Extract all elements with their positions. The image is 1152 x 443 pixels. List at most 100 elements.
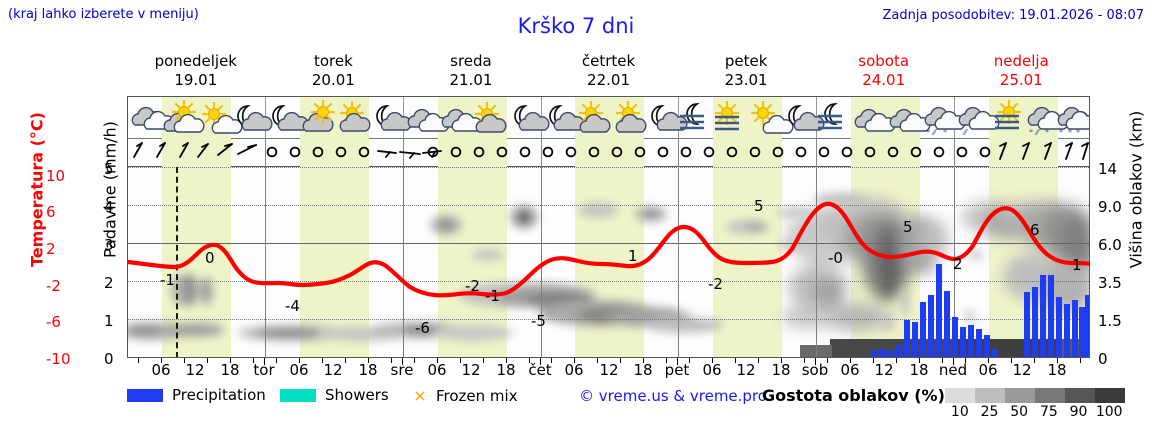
precipitation-axis-title: Padavine (mm/h)	[100, 121, 120, 258]
legend-precipitation: Precipitation	[127, 386, 266, 404]
legend-label: Precipitation	[172, 386, 266, 404]
density-swatch-10	[945, 388, 975, 403]
legend-label: Showers	[325, 386, 389, 404]
density-swatch-100	[1095, 388, 1125, 403]
density-value: 75	[1039, 404, 1058, 420]
day-separator	[678, 167, 679, 357]
current-time-marker	[176, 167, 178, 357]
forecast-plot: * ⁄⁄ * ⁄⁄ * ⁄⁄ * * * *	[127, 96, 1090, 358]
gridline	[128, 281, 1089, 283]
cloud-tick-1: 9.0	[1098, 198, 1122, 216]
day-header-1: torek 20.01	[265, 52, 403, 92]
x-label: sre	[390, 361, 414, 379]
svg-text:*: *	[943, 128, 947, 137]
weather-icon-moon-cloudy	[651, 105, 688, 131]
x-label: 06	[427, 361, 447, 379]
wind-barb-row	[128, 139, 1089, 167]
weather-icon-cloudy-snow: * ⁄⁄ *	[1027, 106, 1069, 137]
temp-point-label: -6	[415, 319, 430, 337]
cloud-tick-5: 0	[1098, 350, 1108, 368]
x-label: ned	[938, 361, 968, 379]
temperature-axis-title: Temperatura (°C)	[27, 112, 47, 267]
weather-icon-moon-cloudy	[788, 105, 825, 131]
day-name: sobota	[858, 52, 910, 70]
x-label: 12	[1012, 361, 1032, 379]
day-date: 24.01	[862, 71, 906, 89]
temp-tick-3: -2	[46, 277, 61, 295]
wind-barbs-svg	[133, 139, 1089, 167]
prec-tick-2: 3	[104, 236, 114, 254]
temp-point-label: -5	[531, 312, 546, 330]
day-separator	[954, 167, 955, 357]
location-menu-note: (kraj lahko izberete v meniju)	[8, 7, 199, 22]
temp-point-label: -1	[485, 287, 500, 305]
precipitation-bars	[872, 264, 1089, 357]
cloud-density-layer	[128, 193, 1089, 357]
prec-tick-4: 1	[104, 312, 114, 330]
x-label: 06	[289, 361, 309, 379]
svg-text:⁄⁄: ⁄⁄	[1034, 128, 1040, 137]
gridline	[128, 319, 1089, 321]
density-value: 100	[1095, 404, 1123, 420]
x-label: 06	[702, 361, 722, 379]
density-swatch-90	[1065, 388, 1095, 403]
legend-showers: Showers	[280, 386, 389, 404]
x-label: 06	[564, 361, 584, 379]
x-label: 12	[599, 361, 619, 379]
temperature-curve	[128, 201, 1089, 298]
gridline	[128, 167, 1089, 169]
weather-icon-row: * ⁄⁄ * ⁄⁄ * ⁄⁄ * * * *	[128, 97, 1089, 139]
x-label: 06	[840, 361, 860, 379]
day-name: četrtek	[581, 52, 636, 70]
x-label: 12	[461, 361, 481, 379]
temp-tick-1: 6	[46, 203, 56, 221]
svg-text:*: *	[1068, 128, 1072, 137]
density-swatch-75	[1035, 388, 1065, 403]
density-value: 50	[1010, 404, 1029, 420]
x-label: 18	[496, 361, 516, 379]
temp-point-label: -4	[285, 297, 300, 315]
day-name: ponedeljek	[154, 52, 237, 70]
x-label: 12	[874, 361, 894, 379]
x-label: 18	[633, 361, 653, 379]
x-axis-ticks	[127, 358, 1090, 365]
gridline-layer	[128, 167, 1089, 357]
legend-frozen-mix: × Frozen mix	[412, 386, 518, 405]
day-name: torek	[313, 52, 353, 70]
chart-legend: Precipitation Showers × Frozen mix © vre…	[127, 386, 1147, 436]
x-label: 06	[151, 361, 171, 379]
copyright-link[interactable]: © vreme.us & vreme.pro	[579, 387, 767, 405]
prec-tick-5: 0	[104, 350, 114, 368]
svg-text:*: *	[1029, 128, 1033, 137]
density-value: 25	[980, 404, 999, 420]
day-name: petek	[724, 52, 768, 70]
day-header-6: nedelja 25.01	[952, 52, 1090, 92]
day-separator	[541, 167, 542, 357]
x-label: tor	[253, 361, 275, 379]
x-label: 18	[771, 361, 791, 379]
weather-icon-moon-cloudy	[237, 105, 273, 131]
temp-point-label: 1	[628, 247, 638, 265]
day-header-row: ponedeljek 19.01 torek 20.01 sreda 21.01…	[127, 52, 1090, 92]
svg-text:*: *	[926, 128, 930, 137]
temp-tick-4: -6	[46, 313, 61, 331]
x-label: čet	[528, 361, 552, 379]
temp-point-label: -1	[160, 271, 175, 289]
day-date: 19.01	[174, 71, 218, 89]
temp-point-label: -2	[465, 277, 480, 295]
temp-tick-0: 10	[46, 167, 66, 185]
weather-icon-cloudy-snow: ⁄⁄	[958, 106, 1000, 137]
cloud-density-color-scale	[945, 388, 1125, 403]
density-value: 10	[950, 404, 969, 420]
prec-tick-0: 5	[104, 160, 114, 178]
legend-label: Frozen mix	[436, 386, 518, 405]
weather-icon-cloudy-snow: * * *	[1057, 106, 1089, 137]
cloud-density-scale-values: 10 25 50 75 90 100	[945, 404, 1125, 420]
day-date: 20.01	[311, 71, 355, 89]
x-label: 18	[220, 361, 240, 379]
day-header-5: sobota 24.01	[815, 52, 953, 92]
x-axis-labels: 06 12 18 tor 06 12 18 sre 06 12 18 čet 0…	[127, 361, 1090, 381]
x-label: 12	[736, 361, 756, 379]
svg-text:*: *	[1059, 128, 1063, 137]
cloud-tick-4: 1.5	[1098, 312, 1122, 330]
